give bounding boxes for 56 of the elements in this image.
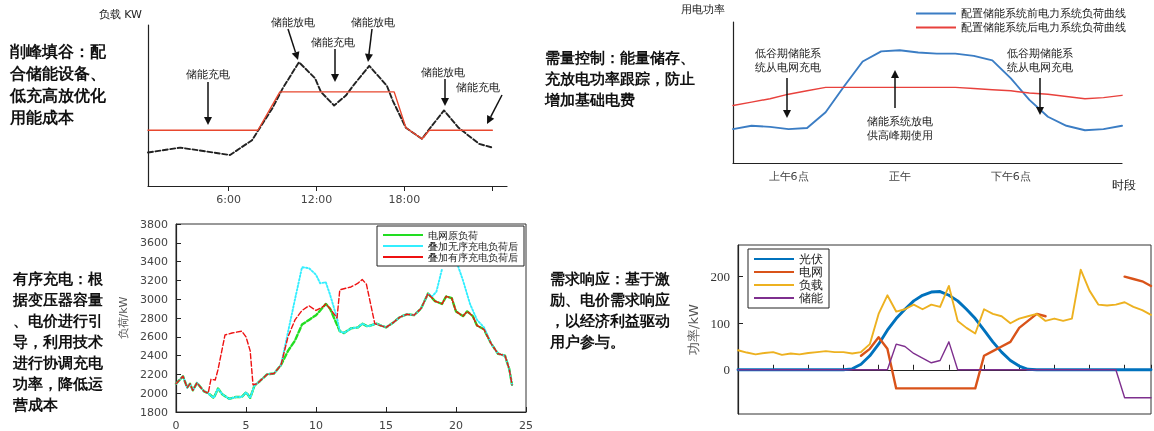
x-tick-label: 5 bbox=[242, 419, 250, 431]
y-tick-label: 0 bbox=[723, 362, 730, 378]
text: 削峰填谷：配合储能设备、低充高放优化用能成本 bbox=[9, 41, 107, 127]
y-tick-label: 3800 bbox=[140, 217, 168, 231]
line-series bbox=[174, 292, 514, 401]
legend-label: 叠加有序充电负荷后 bbox=[428, 251, 518, 263]
x-tick-label: 0 bbox=[172, 419, 180, 431]
annotation: 储能系统放电供高峰期使用 bbox=[867, 114, 933, 142]
legend-label: 电网原负荷 bbox=[428, 229, 478, 241]
y-tick-label: 200 bbox=[710, 269, 730, 285]
x-tick-label: 下午6点 bbox=[990, 170, 1031, 183]
y-tick-label: 2400 bbox=[140, 349, 168, 363]
x-tick-label: 10 bbox=[309, 419, 323, 431]
legend-label: 电网 bbox=[799, 265, 823, 279]
y-tick-label: 3600 bbox=[140, 236, 168, 250]
x-tick-label: 20 bbox=[449, 419, 463, 431]
y-axis-title: 功率/kW bbox=[685, 303, 701, 355]
text: 储能放电 bbox=[271, 15, 315, 29]
legend-label: 负载 bbox=[799, 278, 823, 292]
text: 需量控制：能量储存、充放电功率跟踪，防止增加基础电费 bbox=[544, 48, 695, 109]
x-tick-label: 12:00 bbox=[300, 193, 333, 206]
y-axis-title: 负载 KW bbox=[98, 8, 143, 21]
text: 储能放电 bbox=[351, 15, 395, 29]
x-tick-label: 6:00 bbox=[216, 193, 241, 206]
text: 储能充电 bbox=[311, 35, 355, 49]
x-tick-label: 25 bbox=[519, 419, 533, 431]
annotation: 储能充电 bbox=[456, 80, 500, 94]
y-tick-label: 2600 bbox=[140, 330, 168, 344]
y-tick-label: 2200 bbox=[140, 367, 168, 381]
y-tick-label: 1800 bbox=[140, 405, 168, 419]
y-tick-label: 3000 bbox=[140, 292, 168, 306]
legend-label: 叠加无序充电负荷后 bbox=[428, 240, 518, 252]
y-tick-label: 3400 bbox=[140, 255, 168, 269]
x-tick-label: 上午6点 bbox=[768, 170, 809, 183]
x-tick-label: 正午 bbox=[888, 170, 911, 183]
legend-label: 配置储能系统后电力系统负荷曲线 bbox=[961, 21, 1126, 34]
legend-label: 储能 bbox=[799, 291, 823, 305]
annotation: 低谷期储能系统从电网充电 bbox=[1007, 46, 1073, 74]
text: 有序充电：根据变压器容量、电价进行引导，利用技术进行协调充电功率，降低运营成本 bbox=[12, 269, 104, 414]
line-series bbox=[737, 341, 1152, 399]
y-tick-label: 3200 bbox=[140, 273, 168, 287]
y-tick-label: 2000 bbox=[140, 386, 168, 400]
x-tick-label: 18:00 bbox=[388, 193, 421, 206]
y-tick-label: 2800 bbox=[140, 311, 168, 325]
annotation: 储能充电 bbox=[186, 67, 230, 81]
y-axis-title: 负荷/kW bbox=[117, 296, 131, 340]
legend-label: 光伏 bbox=[799, 252, 823, 266]
line-series bbox=[737, 268, 1152, 356]
y-axis-title: 用电功率 bbox=[681, 3, 725, 16]
annotation: 储能放电 bbox=[421, 65, 465, 79]
annotation: 低谷期储能系统从电网充电 bbox=[755, 46, 821, 74]
legend-label: 配置储能系统前电力系统负荷曲线 bbox=[961, 7, 1126, 20]
x-axis-title: 时段 bbox=[1112, 178, 1136, 192]
y-tick-label: 100 bbox=[710, 315, 730, 331]
text: 需求响应：基于激励、电价需求响应，以经济利益驱动用户参与。 bbox=[549, 269, 671, 351]
x-tick-label: 15 bbox=[379, 419, 393, 431]
